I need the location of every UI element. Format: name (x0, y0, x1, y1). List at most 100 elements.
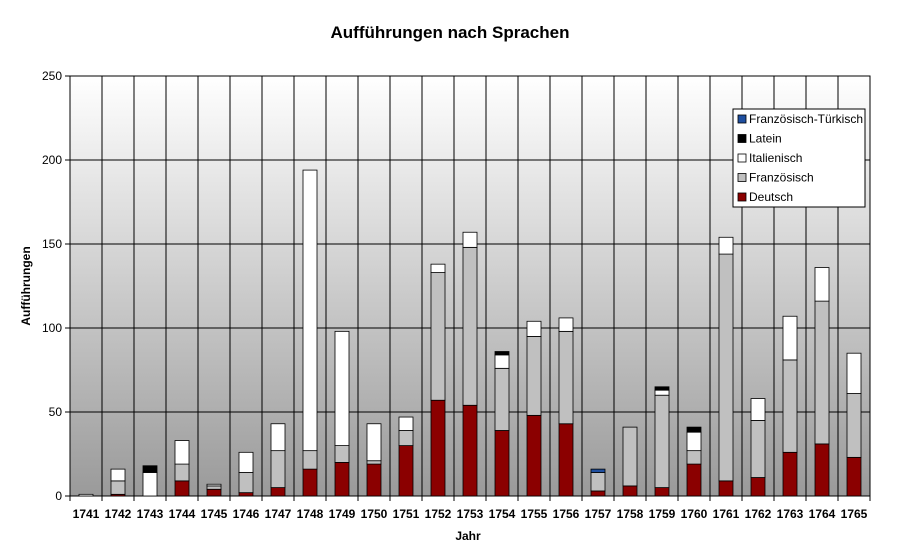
bar-segment-deutsch (814, 443, 830, 497)
bar-segment-italienisch (366, 423, 382, 462)
bar-segment-italienisch (398, 416, 414, 431)
x-tick-label: 1741 (73, 507, 100, 521)
bar-segment-italienisch (814, 267, 830, 302)
bar-segment-italienisch (462, 231, 478, 248)
bar-segment-italienisch (686, 431, 702, 452)
bar-segment-franz-sisch (494, 367, 510, 431)
y-axis-label: Aufführungen (19, 246, 33, 325)
bar-segment-franz-sisch (654, 394, 670, 489)
bar-segment-deutsch (782, 451, 798, 497)
x-axis-label: Jahr (455, 529, 481, 543)
legend-label-italienisch: Italienisch (749, 151, 802, 165)
bar-segment-italienisch (174, 440, 190, 465)
bar-segment-deutsch (174, 480, 190, 497)
bar-segment-franz-sisch (238, 472, 254, 494)
bar-segment-italienisch (206, 483, 222, 487)
bar-segment-italienisch (558, 317, 574, 332)
bar-segment-deutsch (494, 430, 510, 497)
y-tick-label: 50 (49, 405, 63, 419)
bar-segment-franz-sisch (398, 430, 414, 447)
bar-segment-italienisch (78, 493, 94, 497)
x-tick-label: 1760 (681, 507, 708, 521)
bar-segment-deutsch (846, 456, 862, 497)
bar-segment-deutsch (238, 492, 254, 497)
bar-segment-franz-sisch (206, 485, 222, 490)
legend-swatch-italienisch (737, 153, 747, 163)
bar-segment-franz-sisch (430, 272, 446, 401)
y-tick-label: 0 (55, 489, 62, 503)
bar-segment-italienisch (526, 320, 542, 337)
chart-title: Aufführungen nach Sprachen (331, 23, 570, 42)
bar-segment-deutsch (526, 414, 542, 497)
bar-segment-franz-sisch-t-rkisch (590, 468, 606, 473)
x-tick-label: 1744 (169, 507, 196, 521)
x-tick-label: 1758 (617, 507, 644, 521)
bar-segment-latein (142, 465, 158, 473)
bar-segment-franz-sisch (174, 463, 190, 482)
bar-segment-franz-sisch (302, 450, 318, 470)
x-tick-label: 1763 (777, 507, 804, 521)
bar-segment-italienisch (718, 236, 734, 255)
bar-segment-italienisch (782, 315, 798, 361)
bar-segment-deutsch (654, 487, 670, 497)
y-tick-label: 250 (42, 69, 62, 83)
x-tick-label: 1753 (457, 507, 484, 521)
x-tick-label: 1745 (201, 507, 228, 521)
bar-segment-franz-sisch (590, 472, 606, 492)
legend-swatch-franz-sisch-t-rkisch (737, 114, 747, 124)
bar-segment-deutsch (718, 480, 734, 497)
bar-segment-deutsch (270, 487, 286, 497)
bar-segment-italienisch (110, 468, 126, 482)
x-tick-label: 1752 (425, 507, 452, 521)
ticks-layer: 0 50 100 150 200 250 1741 1742 1743 1744 1745 1746 1… (42, 69, 871, 521)
bar-segment-deutsch (334, 461, 350, 497)
bar-segment-franz-sisch (558, 330, 574, 425)
bar-segment-franz-sisch (782, 359, 798, 453)
bar-segment-franz-sisch (110, 480, 126, 495)
x-tick-label: 1757 (585, 507, 612, 521)
legend-label-latein: Latein (749, 132, 782, 146)
bar-segment-franz-sisch (462, 246, 478, 406)
x-tick-label: 1761 (713, 507, 740, 521)
bar-segment-deutsch (462, 404, 478, 497)
x-tick-label: 1754 (489, 507, 516, 521)
bar-segment-deutsch (622, 485, 638, 497)
bar-segment-latein (654, 386, 670, 391)
legend-swatch-deutsch (737, 192, 747, 202)
bar-segment-deutsch (430, 399, 446, 497)
bar-segment-franz-sisch (846, 393, 862, 458)
legend-label-deutsch: Deutsch (749, 190, 793, 204)
x-tick-label: 1749 (329, 507, 356, 521)
legend-label-franz-sisch: Französisch (749, 171, 814, 185)
bar-segment-franz-sisch (366, 460, 382, 465)
legend-label-franz-sisch-t-rkisch: Französisch-Türkisch (749, 112, 863, 126)
y-tick-label: 150 (42, 237, 62, 251)
x-tick-label: 1746 (233, 507, 260, 521)
legend-box (732, 108, 866, 208)
x-tick-label: 1765 (841, 507, 868, 521)
x-tick-label: 1747 (265, 507, 292, 521)
grid-layer (69, 75, 871, 497)
bar-segment-deutsch (398, 445, 414, 497)
bar-segment-italienisch (750, 398, 766, 421)
y-tick-label: 100 (42, 321, 62, 335)
bar-segment-italienisch (494, 354, 510, 369)
bar-segment-deutsch (686, 463, 702, 497)
bar-segment-italienisch (430, 263, 446, 273)
x-tick-label: 1742 (105, 507, 132, 521)
bar-segment-italienisch (334, 330, 350, 446)
bar-segment-italienisch (270, 423, 286, 452)
bar-segment-latein (686, 426, 702, 433)
bar-segment-deutsch (206, 488, 222, 497)
bar-segment-franz-sisch (750, 419, 766, 478)
x-tick-label: 1743 (137, 507, 164, 521)
bar-segment-italienisch (846, 352, 862, 394)
bar-segment-italienisch (238, 451, 254, 473)
legend-swatch-franz-sisch (737, 173, 747, 182)
bar-segment-franz-sisch (686, 450, 702, 465)
bar-segment-deutsch (366, 463, 382, 497)
x-tick-label: 1759 (649, 507, 676, 521)
y-tick-label: 200 (42, 153, 62, 167)
bar-segment-franz-sisch (334, 445, 350, 463)
